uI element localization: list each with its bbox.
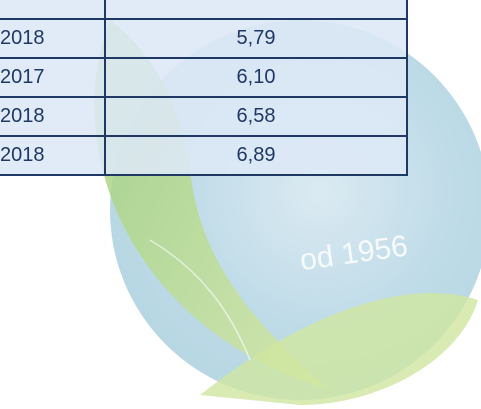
page: od 1956 20185,7920176,1020186,5820186,89… — [0, 0, 481, 409]
date-cell: 2018 — [0, 97, 105, 136]
value-cell: 5,79 — [105, 19, 407, 58]
date-cell: 2018 — [0, 19, 105, 58]
header-cell — [105, 0, 407, 19]
date-cell: 2017 — [0, 58, 105, 97]
value-cell: 6,58 — [105, 97, 407, 136]
value-cell: 6,10 — [105, 58, 407, 97]
header-row — [0, 0, 407, 19]
date-cell: 2018 — [0, 136, 105, 175]
header-cell — [0, 0, 105, 19]
value-cell: 6,89 — [105, 136, 407, 175]
